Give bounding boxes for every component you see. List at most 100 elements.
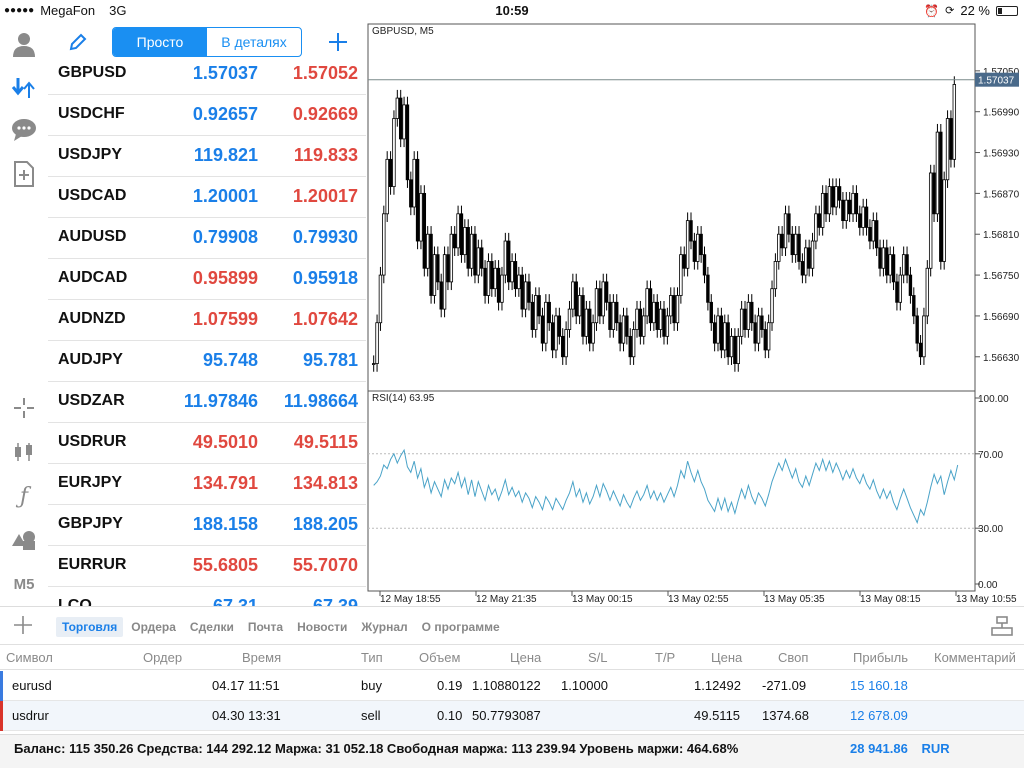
col-tp[interactable]: T/P: [655, 650, 676, 665]
edit-pencil-icon[interactable]: [66, 30, 90, 54]
function-icon[interactable]: ƒ: [19, 483, 29, 509]
total-profit-value: 28 941.86: [850, 741, 908, 756]
candle-bull: [385, 158, 389, 215]
candle-bear: [874, 220, 879, 249]
quote-row-audcad[interactable]: AUDCAD 0.95899 0.95918: [48, 259, 366, 300]
candlestick-icon[interactable]: [8, 436, 40, 468]
candle-bull: [746, 301, 751, 330]
quote-row-usdjpy[interactable]: USDJPY 119.821 119.833: [48, 136, 366, 177]
candle-bear: [409, 179, 413, 208]
quote-ask: 55.7070: [292, 555, 358, 575]
account-icon[interactable]: [8, 28, 40, 60]
col-price[interactable]: Цена: [510, 650, 542, 665]
candle-bear: [712, 322, 717, 344]
quote-ask: 0.92669: [292, 104, 358, 124]
candle-bull: [810, 240, 815, 269]
candle-bear: [480, 247, 484, 269]
current-price-label: 1.57037: [978, 76, 1015, 87]
tab-2[interactable]: Сделки: [189, 620, 234, 634]
col-current-price[interactable]: Цена: [711, 650, 743, 665]
candle-bull: [804, 247, 808, 276]
tab-0[interactable]: Торговля: [56, 617, 124, 637]
candle-bear: [780, 233, 784, 249]
candle-bull: [723, 322, 727, 351]
candle-bear: [429, 233, 433, 296]
candle-bull: [942, 179, 946, 262]
candle-bull: [517, 274, 521, 290]
mode-detailed-button[interactable]: В деталях: [221, 34, 287, 50]
candle-bull: [793, 233, 798, 256]
candle-bull: [820, 192, 825, 228]
price-tick-label: 1.56990: [983, 108, 1020, 119]
col-symbol[interactable]: Символ: [6, 650, 53, 665]
candle-bull: [645, 288, 649, 317]
candle-bull: [770, 288, 774, 324]
position-row[interactable]: eurusd 04.17 11:51 buy 0.19 1.10880122 1.1000…: [0, 671, 1024, 701]
quote-row-eurjpy[interactable]: EURJPY 134.791 134.813: [48, 464, 366, 505]
candle-bear: [436, 254, 440, 283]
quote-row-usdzar[interactable]: USDZAR 11.97846 11.98664: [48, 382, 366, 423]
candle-bull: [544, 301, 548, 344]
candle-bear: [841, 199, 845, 222]
trade-arrows-icon[interactable]: [8, 72, 40, 104]
tab-3[interactable]: Почта: [247, 620, 284, 634]
quote-row-usdrur[interactable]: USDRUR 49.5010 49.5115: [48, 423, 366, 464]
candle-bear: [513, 261, 518, 290]
col-sl[interactable]: S/L: [588, 650, 608, 665]
candle-bull: [419, 192, 423, 242]
candle-bear: [415, 158, 420, 242]
candle-bear: [520, 274, 524, 310]
add-symbol-button[interactable]: [324, 26, 352, 58]
col-time[interactable]: Время: [242, 650, 282, 665]
tab-4[interactable]: Новости: [297, 620, 348, 634]
new-document-icon[interactable]: [8, 158, 40, 190]
time-tick-label: 13 May 00:15: [572, 594, 633, 605]
layout-toggle-icon[interactable]: [990, 614, 1014, 638]
chart-area[interactable]: 1.57050 1.56990 1.56930 1.56870 1.56810 1.567…: [366, 22, 1024, 606]
tab-5[interactable]: Журнал: [361, 620, 408, 634]
tab-6[interactable]: О программе: [421, 620, 500, 634]
candle-bull: [402, 104, 406, 140]
cell-price: 1.10880122: [472, 678, 541, 693]
quote-ask: 1.57052: [292, 63, 358, 83]
chat-icon[interactable]: [8, 114, 40, 146]
candle-bear: [689, 220, 693, 242]
timeframe-button[interactable]: M5: [8, 568, 40, 600]
candle-bear: [398, 97, 403, 140]
quote-row-lco[interactable]: LCO 67.31 67.39: [48, 587, 366, 606]
quote-row-gbpjpy[interactable]: GBPJPY 188.158 188.205: [48, 505, 366, 546]
quote-row-usdchf[interactable]: USDCHF 0.92657 0.92669: [48, 95, 366, 136]
candle-bear: [537, 295, 541, 317]
quote-row-audnzd[interactable]: AUDNZD 1.07599 1.07642: [48, 300, 366, 341]
objects-icon[interactable]: [8, 524, 40, 556]
quote-row-gbpusd[interactable]: GBPUSD 1.57037 1.57052: [48, 54, 366, 95]
candle-bear: [790, 233, 794, 256]
col-profit[interactable]: Прибыль: [853, 650, 908, 665]
position-row[interactable]: usdrur 04.30 13:31 sell 0.10 50.7793087 49.51…: [0, 701, 1024, 731]
quote-row-usdcad[interactable]: USDCAD 1.20001 1.20017: [48, 177, 366, 218]
col-type[interactable]: Тип: [361, 650, 383, 665]
add-plus-icon[interactable]: [10, 611, 36, 639]
quote-bid: 95.748: [202, 350, 258, 370]
candle-bear: [885, 247, 889, 276]
tab-1[interactable]: Ордера: [131, 620, 176, 634]
col-volume[interactable]: Объем: [419, 650, 461, 665]
candle-bull: [469, 233, 474, 269]
candle-bull: [571, 281, 575, 310]
candle-bull: [669, 295, 673, 317]
quote-row-eurrur[interactable]: EURRUR 55.6805 55.7070: [48, 546, 366, 587]
price-tick-label: 1.56870: [983, 189, 1020, 200]
chart-svg[interactable]: 1.57050 1.56990 1.56930 1.56870 1.56810 1.567…: [366, 22, 1024, 606]
mode-simple-button[interactable]: Просто: [113, 28, 207, 56]
quote-row-audjpy[interactable]: AUDJPY 95.748 95.781: [48, 341, 366, 382]
price-tick-label: 1.56750: [983, 271, 1020, 282]
position-flag: [0, 671, 3, 701]
col-swap[interactable]: Своп: [778, 650, 809, 665]
crosshair-icon[interactable]: [8, 392, 40, 424]
candle-bull: [554, 315, 558, 351]
candle-bull: [449, 233, 454, 283]
candle-bull: [500, 274, 504, 303]
col-comment[interactable]: Комментарий: [934, 650, 1016, 665]
quote-row-audusd[interactable]: AUDUSD 0.79908 0.79930: [48, 218, 366, 259]
col-order[interactable]: Ордер: [143, 650, 183, 665]
